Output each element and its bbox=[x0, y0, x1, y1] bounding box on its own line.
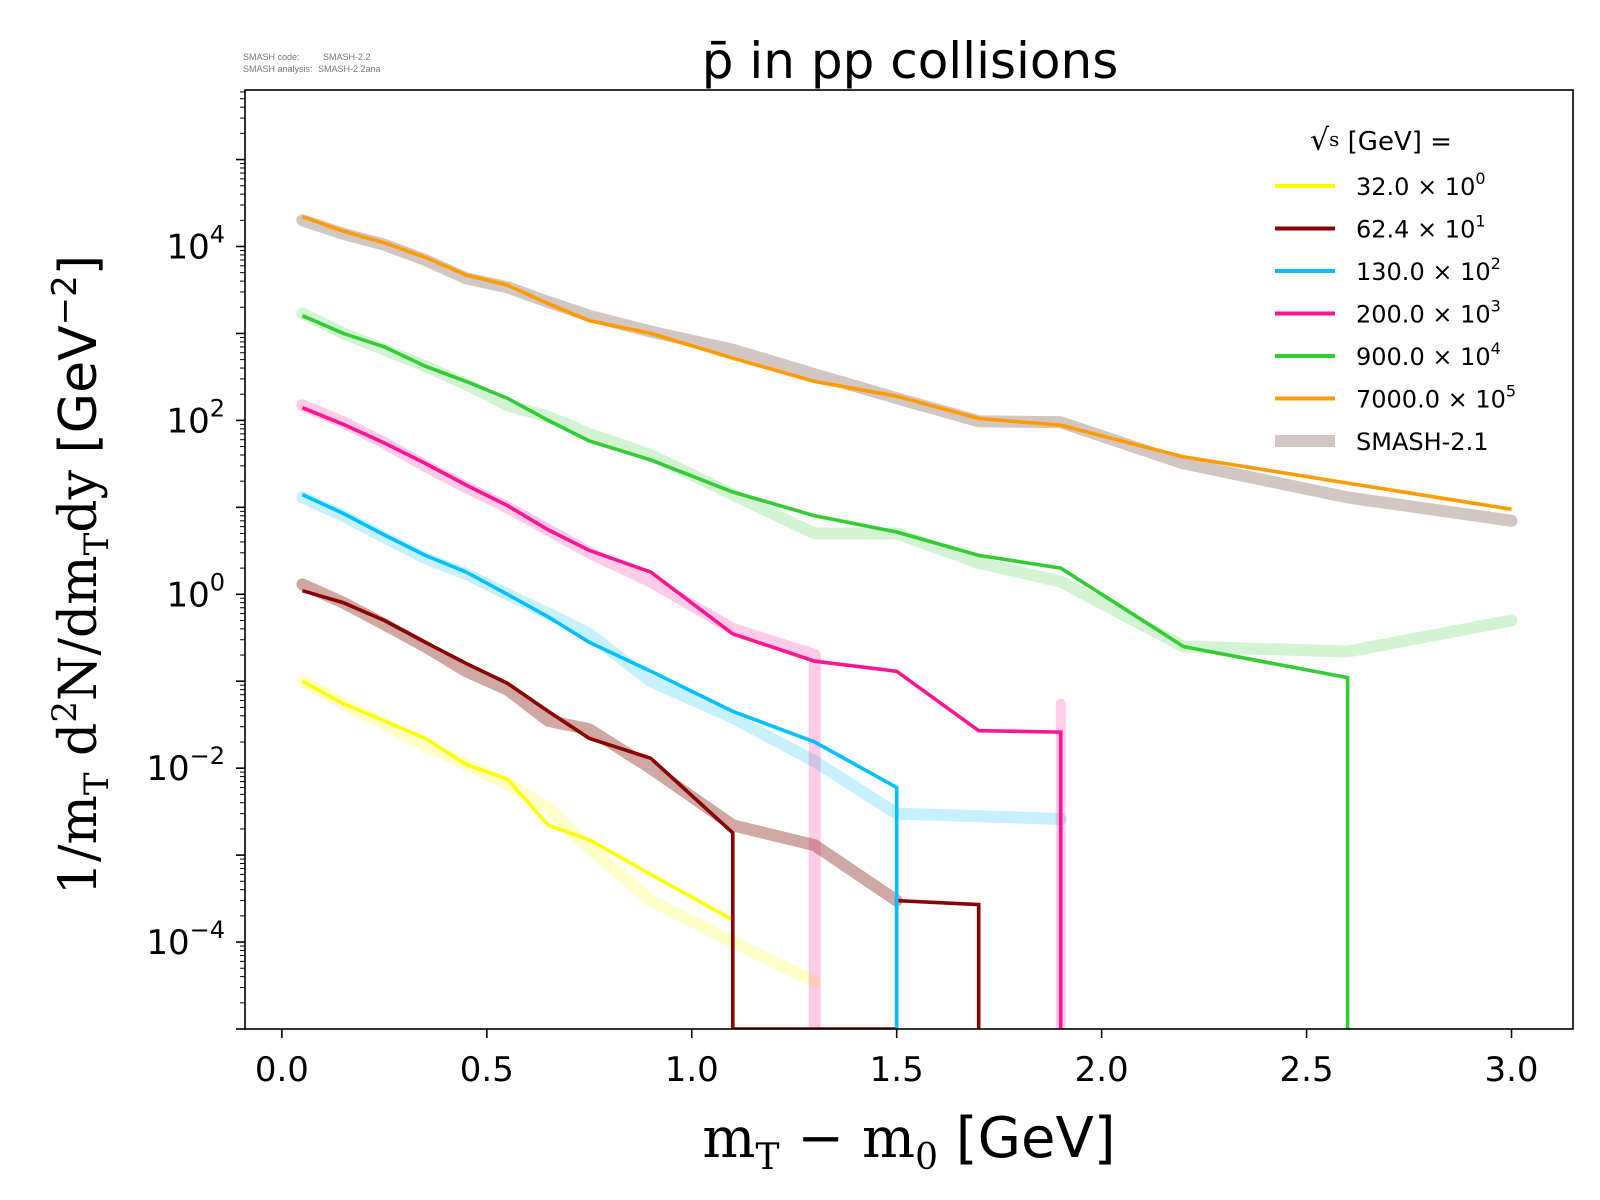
series-line bbox=[301, 215, 1512, 512]
legend-label: 130.0 × 102 bbox=[1356, 254, 1501, 286]
legend-label-exponent: 1 bbox=[1475, 212, 1485, 231]
legend-label-exponent: 2 bbox=[1491, 254, 1501, 273]
header-note: SMASH code: SMASH-2.2 SMASH analysis: SM… bbox=[243, 52, 381, 74]
x-axis-ticks: 0.0 0.5 1.0 1.5 2.0 2.5 3.0 bbox=[255, 1029, 1539, 1090]
y-tick-exponent: 4 bbox=[210, 221, 225, 249]
legend-label-main: 900.0 × 10 bbox=[1356, 343, 1491, 371]
x-axis-label: mT − m0 [GeV] bbox=[702, 1106, 1115, 1178]
x-tick-label: 1.5 bbox=[870, 1050, 924, 1090]
legend-label: 32.0 × 100 bbox=[1356, 169, 1486, 201]
legend-label: 200.0 × 103 bbox=[1356, 297, 1501, 329]
y-axis-label: 1/mT d2N/dmTdy [GeV−2] bbox=[45, 255, 117, 895]
x-tick-label: 3.0 bbox=[1484, 1050, 1538, 1090]
y-tick-base: 10 bbox=[146, 923, 189, 963]
data-lines bbox=[301, 215, 1512, 1029]
header-note-line1-value: SMASH-2.2 bbox=[323, 52, 371, 62]
x-tick-label: 1.0 bbox=[665, 1050, 719, 1090]
x-tick-label: 0.0 bbox=[255, 1050, 309, 1090]
y-tick-label: 104 bbox=[166, 221, 225, 268]
series-line bbox=[301, 314, 1350, 1029]
reference-series-line bbox=[296, 491, 1067, 825]
chart-title: p̄ in pp collisions bbox=[702, 32, 1119, 90]
y-tick-label: 100 bbox=[166, 568, 225, 615]
reference-series-line bbox=[296, 578, 903, 907]
legend-label-exponent: 4 bbox=[1491, 339, 1501, 358]
header-note-line2-label: SMASH analysis: bbox=[243, 64, 313, 74]
legend-title: √s [GeV] = bbox=[1310, 123, 1452, 158]
legend: √s [GeV] = 32.0 × 100 62.4 × 101 130.0 × 1… bbox=[1275, 123, 1516, 456]
legend-label-exponent: 3 bbox=[1491, 297, 1501, 316]
y-tick-exponent: −4 bbox=[190, 916, 225, 944]
legend-label-main: 200.0 × 10 bbox=[1356, 301, 1491, 329]
legend-label-exponent: 5 bbox=[1506, 382, 1516, 401]
legend-label-exponent: 0 bbox=[1475, 169, 1485, 188]
plot-frame bbox=[244, 89, 1574, 1030]
reference-series-line bbox=[296, 214, 1518, 527]
series-line bbox=[301, 588, 981, 1029]
x-tick-label: 2.5 bbox=[1280, 1050, 1334, 1090]
legend-label: 7000.0 × 105 bbox=[1356, 382, 1516, 414]
legend-label-main: 130.0 × 10 bbox=[1356, 258, 1491, 286]
y-tick-exponent: 0 bbox=[210, 568, 225, 596]
reference-series-line bbox=[296, 578, 903, 907]
legend-label: 62.4 × 101 bbox=[1356, 212, 1486, 244]
y-tick-base: 10 bbox=[166, 575, 209, 615]
legend-entries: 32.0 × 100 62.4 × 101 130.0 × 102 200.0 × 1… bbox=[1275, 169, 1516, 456]
reference-series-line bbox=[296, 214, 1518, 527]
series-line bbox=[301, 406, 1063, 1029]
y-tick-base: 10 bbox=[146, 749, 189, 789]
legend-label-main: 7000.0 × 10 bbox=[1356, 386, 1506, 414]
header-note-line2-value: SMASH-2.2ana bbox=[318, 64, 381, 74]
legend-label-main: 32.0 × 10 bbox=[1356, 173, 1475, 201]
header-note-line1-label: SMASH code: bbox=[243, 52, 300, 62]
series-line bbox=[301, 492, 899, 1029]
y-tick-label: 10−2 bbox=[146, 742, 225, 789]
y-tick-exponent: −2 bbox=[190, 742, 225, 770]
x-tick-label: 0.5 bbox=[460, 1050, 514, 1090]
series-line bbox=[301, 679, 734, 922]
reference-lines bbox=[296, 214, 1518, 1029]
y-tick-label: 10−4 bbox=[146, 916, 225, 963]
reference-series-line bbox=[296, 307, 1518, 658]
reference-series-line bbox=[296, 675, 821, 988]
y-tick-exponent: 2 bbox=[210, 394, 225, 422]
y-tick-base: 10 bbox=[166, 228, 209, 268]
legend-label: 900.0 × 104 bbox=[1356, 339, 1501, 371]
legend-label-main: 62.4 × 10 bbox=[1356, 216, 1475, 244]
x-tick-label: 2.0 bbox=[1075, 1050, 1129, 1090]
y-tick-label: 102 bbox=[166, 394, 225, 441]
y-tick-base: 10 bbox=[166, 401, 209, 441]
legend-label-reference: SMASH-2.1 bbox=[1356, 428, 1488, 456]
